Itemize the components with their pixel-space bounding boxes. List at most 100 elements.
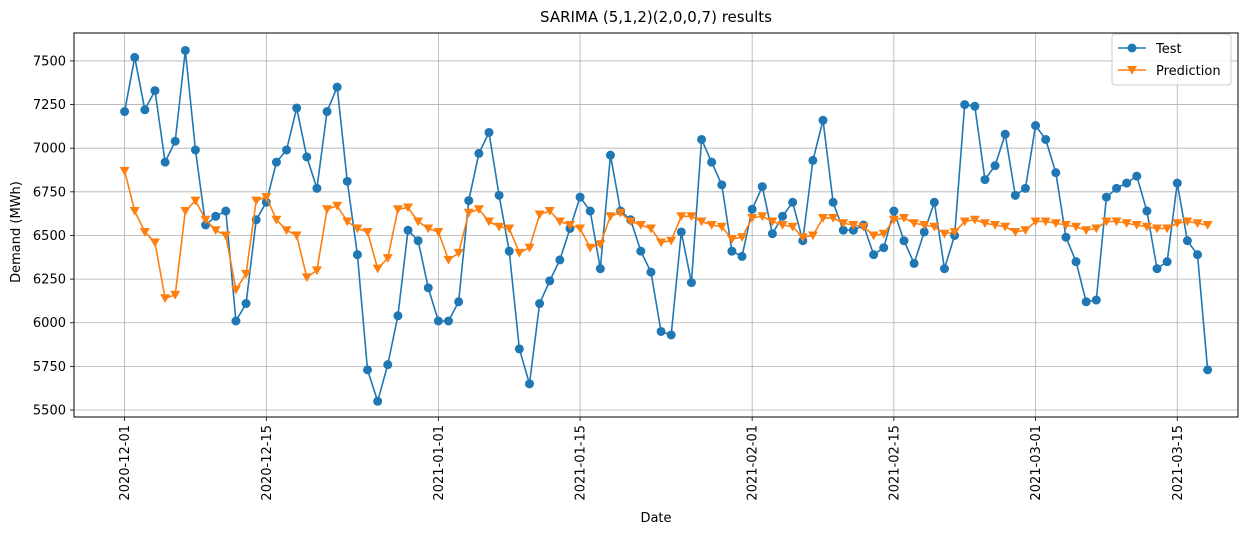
- data-point-prediction: [322, 205, 333, 215]
- data-point-prediction: [443, 255, 454, 265]
- data-point-test: [575, 192, 585, 202]
- data-point-prediction: [747, 214, 758, 223]
- data-point-prediction: [332, 201, 343, 211]
- legend-marker-prediction: [1127, 66, 1137, 75]
- data-point-test: [403, 225, 413, 235]
- x-tick-label: 2021-01-15: [574, 425, 589, 501]
- data-point-prediction: [645, 224, 656, 234]
- data-point-test: [393, 311, 403, 321]
- series-line-test: [123, 49, 1209, 403]
- data-point-test: [869, 250, 879, 260]
- legend: Test Prediction: [1111, 33, 1232, 86]
- x-axis-title: Date: [640, 511, 671, 526]
- data-point-prediction: [1020, 226, 1031, 235]
- data-point-prediction: [757, 212, 768, 222]
- data-point-prediction: [848, 221, 859, 230]
- data-point-prediction: [838, 219, 849, 229]
- data-point-test: [970, 101, 980, 111]
- data-point-test: [221, 206, 231, 216]
- data-point-test: [120, 107, 130, 117]
- series-lines: [119, 45, 1213, 406]
- series-prediction: [119, 166, 1213, 304]
- data-point-test: [1132, 171, 1142, 181]
- data-point-test: [504, 246, 514, 256]
- x-tick-label: 2021-02-01: [746, 425, 761, 501]
- data-point-test: [1091, 295, 1101, 305]
- data-point-prediction: [139, 227, 150, 237]
- data-point-prediction: [990, 221, 1001, 230]
- data-point-prediction: [483, 217, 494, 227]
- data-point-test: [828, 197, 838, 207]
- data-point-prediction: [828, 214, 839, 223]
- data-point-prediction: [625, 217, 636, 227]
- data-point-test: [1112, 183, 1122, 193]
- data-point-prediction: [1182, 217, 1193, 227]
- data-point-test: [150, 86, 160, 96]
- axes-frame: [73, 32, 1239, 418]
- data-point-test: [514, 344, 524, 354]
- data-point-test: [433, 316, 443, 326]
- data-point-prediction: [1111, 217, 1122, 227]
- data-point-test: [889, 206, 899, 216]
- data-point-test: [666, 330, 676, 340]
- data-point-test: [160, 157, 170, 167]
- data-point-prediction: [777, 221, 788, 230]
- y-tick-label: 7500: [33, 54, 66, 69]
- data-point-test: [879, 243, 889, 253]
- data-point-test: [190, 145, 200, 155]
- data-point-prediction: [180, 207, 191, 216]
- data-point-prediction: [939, 229, 950, 239]
- data-point-prediction: [564, 221, 575, 230]
- data-point-prediction: [514, 248, 525, 258]
- data-point-prediction: [909, 219, 920, 229]
- data-point-test: [302, 152, 312, 162]
- data-point-prediction: [524, 243, 535, 253]
- data-point-test: [555, 255, 565, 265]
- data-point-test: [474, 148, 484, 158]
- data-point-prediction: [1050, 219, 1061, 229]
- data-point-test: [1101, 192, 1111, 202]
- data-point-prediction: [382, 254, 393, 263]
- data-point-test: [292, 103, 302, 113]
- data-point-test: [312, 183, 322, 193]
- x-tick-label: 2020-12-15: [260, 425, 275, 501]
- data-point-test: [282, 145, 292, 155]
- y-ticks: 5500 5750 6000 6250 6500 6750 7000 7250 7500: [33, 54, 74, 419]
- data-point-test: [373, 396, 383, 406]
- data-point-prediction: [575, 224, 586, 234]
- data-point-prediction: [858, 222, 869, 232]
- data-point-prediction: [403, 203, 414, 213]
- data-point-test: [1020, 183, 1030, 193]
- data-point-test: [1031, 121, 1041, 131]
- series-test: [120, 45, 1213, 406]
- data-point-test: [1162, 257, 1172, 267]
- data-point-prediction: [726, 234, 737, 244]
- data-point-test: [1051, 168, 1061, 178]
- data-point-test: [656, 326, 666, 336]
- data-point-test: [990, 161, 1000, 171]
- data-point-prediction: [423, 224, 434, 234]
- data-point-test: [231, 316, 241, 326]
- data-point-test: [180, 45, 190, 55]
- data-point-prediction: [534, 210, 545, 220]
- data-point-prediction: [494, 222, 505, 232]
- data-point-test: [717, 180, 727, 190]
- data-point-test: [585, 206, 595, 216]
- y-tick-label: 7000: [33, 142, 66, 157]
- data-point-test: [1081, 297, 1091, 307]
- data-point-prediction: [413, 217, 424, 227]
- data-point-test: [909, 258, 919, 268]
- data-point-test: [899, 236, 909, 246]
- data-point-prediction: [969, 215, 980, 225]
- data-point-prediction: [949, 227, 960, 237]
- data-point-prediction: [818, 214, 829, 223]
- data-point-prediction: [1010, 227, 1021, 237]
- data-point-prediction: [656, 238, 667, 248]
- data-point-prediction: [919, 221, 930, 230]
- data-point-test: [423, 283, 433, 293]
- data-point-test: [484, 127, 494, 137]
- data-point-test: [939, 264, 949, 274]
- data-point-prediction: [281, 226, 292, 235]
- data-point-prediction: [160, 294, 171, 304]
- data-point-prediction: [362, 227, 373, 237]
